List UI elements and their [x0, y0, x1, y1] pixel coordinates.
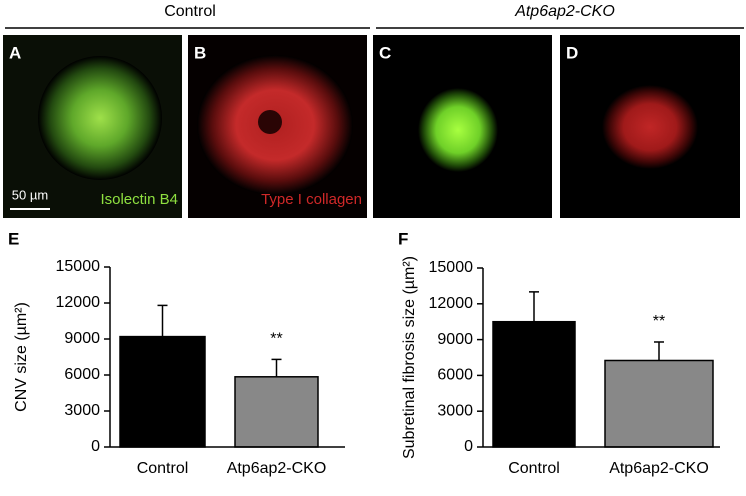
- group-header: Control: [164, 3, 216, 20]
- stain-caption: Isolectin B4: [100, 191, 178, 208]
- y-axis-label: Subretinal fibrosis size (µm²): [401, 256, 418, 459]
- bar: [234, 376, 319, 448]
- x-tick-label: Control: [137, 460, 189, 477]
- y-tick-label: 3000: [64, 402, 100, 419]
- y-tick-label: 15000: [429, 259, 474, 276]
- y-tick-label: 3000: [437, 402, 473, 419]
- panel-label: E: [8, 229, 19, 248]
- stain: [418, 88, 498, 172]
- y-tick-label: 9000: [64, 330, 100, 347]
- panel-label: D: [566, 43, 578, 62]
- bar: [492, 320, 576, 448]
- stain-core: [258, 110, 282, 134]
- y-tick-label: 15000: [56, 258, 101, 275]
- panel-label: A: [9, 43, 21, 62]
- stain: [602, 85, 698, 169]
- group-header: Atp6ap2-CKO: [514, 3, 615, 20]
- stain: [38, 56, 162, 180]
- bar: [119, 335, 206, 448]
- y-axis-label: CNV size (µm²): [13, 302, 30, 412]
- panel-label: B: [194, 43, 206, 62]
- significance: **: [270, 331, 282, 348]
- stain-caption: Type I collagen: [261, 191, 362, 208]
- y-tick-label: 0: [464, 438, 473, 455]
- x-tick-label: Control: [508, 460, 560, 477]
- y-tick-label: 9000: [437, 331, 473, 348]
- y-tick-label: 0: [91, 438, 100, 455]
- y-tick-label: 12000: [56, 294, 101, 311]
- x-tick-label: Atp6ap2-CKO: [227, 460, 327, 477]
- x-tick-label: Atp6ap2-CKO: [609, 460, 709, 477]
- y-tick-label: 6000: [64, 366, 100, 383]
- panel-label: F: [398, 229, 408, 248]
- y-tick-label: 12000: [429, 295, 474, 312]
- bar: [604, 359, 714, 448]
- significance: **: [653, 313, 665, 330]
- y-tick-label: 6000: [437, 367, 473, 384]
- scale-bar-label: 50 µm: [12, 187, 48, 202]
- panel-label: C: [379, 43, 391, 62]
